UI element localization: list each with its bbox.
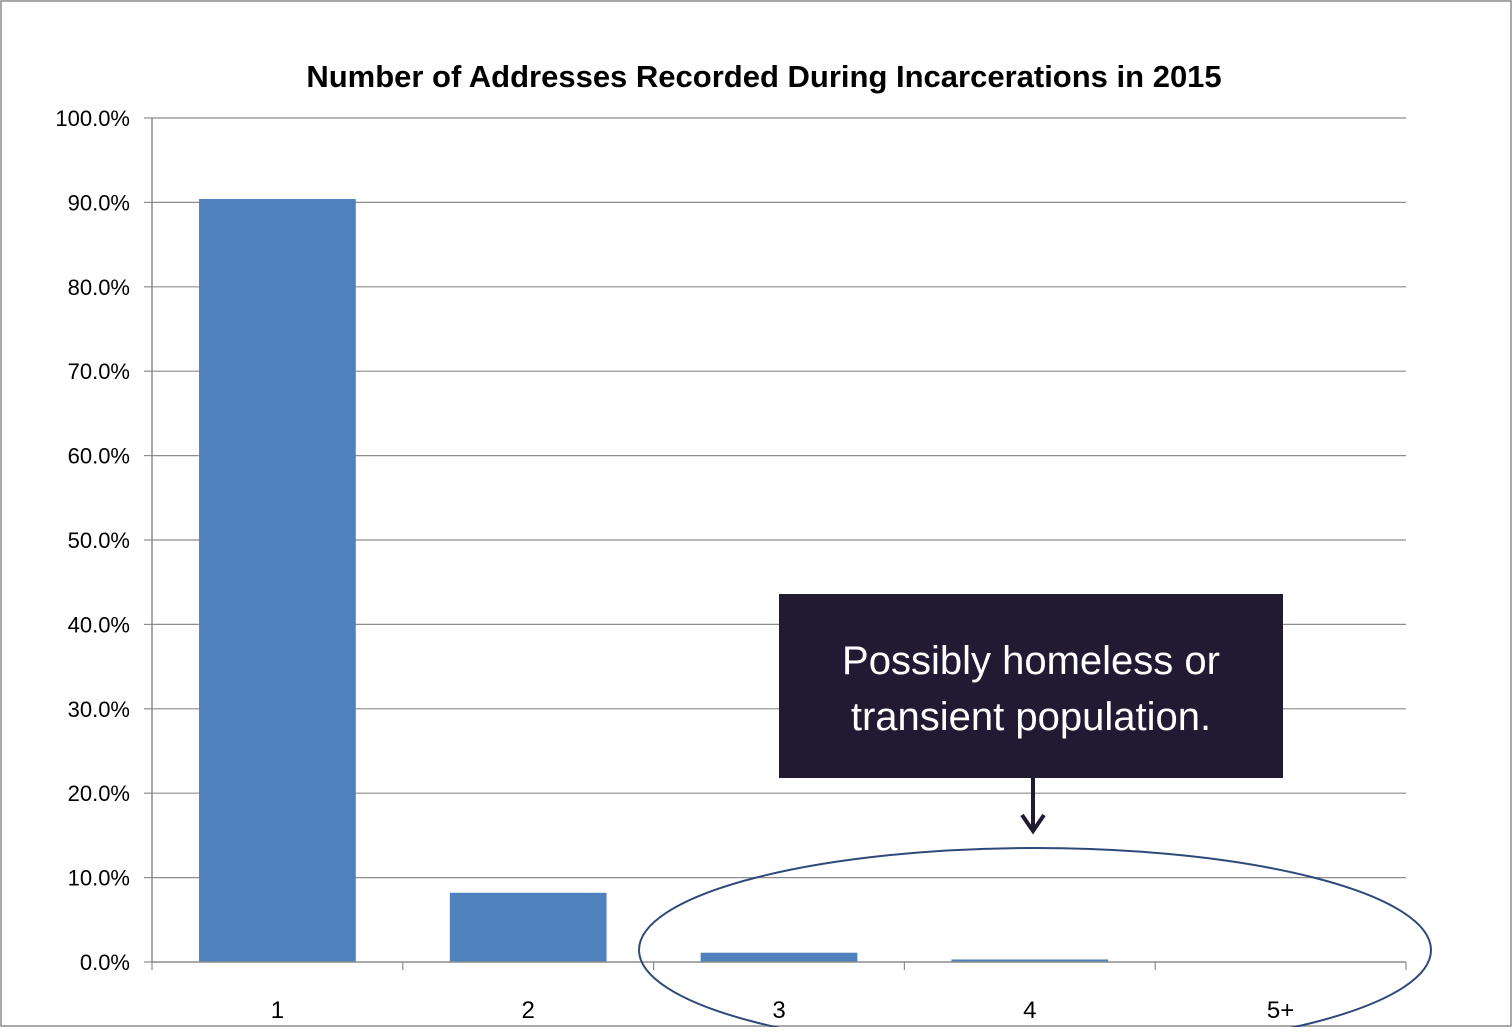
y-axis-tick-label: 0.0% (80, 950, 130, 975)
y-axis-tick-label: 50.0% (68, 528, 130, 553)
bar-3 (700, 952, 858, 962)
y-axis-tick-label: 20.0% (68, 781, 130, 806)
y-axis-tick-label: 30.0% (68, 697, 130, 722)
y-axis-tick-labels: 0.0% 10.0% 20.0% 30.0% 40.0% 50.0% 60.0% 70.0% 8… (55, 106, 130, 975)
bar-4 (951, 959, 1109, 962)
chart-title: Number of Addresses Recorded During Inca… (306, 59, 1221, 94)
callout-arrow (1020, 778, 1046, 835)
y-axis-tick-label: 60.0% (68, 444, 130, 469)
highlight-ellipse (638, 847, 1432, 1032)
bars (199, 199, 1109, 963)
x-axis (151, 118, 1407, 970)
bar-1 (199, 199, 356, 963)
x-axis-tick-label: 1 (271, 997, 284, 1024)
x-axis-tick-labels: 1 2 3 4 5+ (271, 997, 1295, 1024)
x-axis-tick-label: 3 (772, 997, 785, 1024)
y-axis-tick-label: 40.0% (68, 612, 130, 637)
y-axis-tick-label: 70.0% (68, 359, 130, 384)
y-axis-tick-label: 90.0% (68, 190, 130, 215)
y-axis-tick-label: 100.0% (55, 106, 130, 131)
y-axis-tick-label: 10.0% (68, 866, 130, 891)
callout-background (779, 594, 1283, 778)
callout-text-line-1: Possibly homeless or (842, 639, 1220, 683)
bar-2 (449, 892, 607, 962)
callout-text-line-2: transient population. (851, 695, 1211, 739)
x-axis-tick-label: 5+ (1267, 997, 1294, 1024)
x-axis-tick-label: 2 (522, 997, 535, 1024)
x-axis-tick-label: 4 (1023, 997, 1036, 1024)
y-axis-tick-label: 80.0% (68, 275, 130, 300)
callout-arrow-head (1020, 813, 1046, 835)
callout-box: Possibly homeless or transient populatio… (779, 594, 1283, 778)
